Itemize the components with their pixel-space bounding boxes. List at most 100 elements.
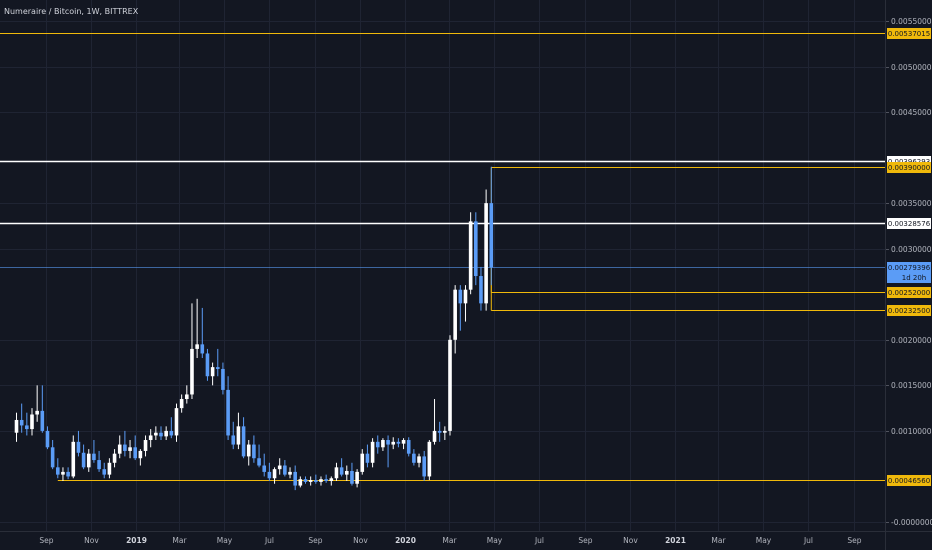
candle-body [138, 450, 143, 459]
candle-body [303, 479, 308, 482]
x-tick-label: Mar [442, 536, 457, 545]
candle-body [40, 410, 45, 431]
x-tick-label: 2020 [395, 536, 416, 545]
level-price-tag [887, 218, 931, 229]
candle-body [215, 367, 220, 369]
candle-body [432, 430, 437, 442]
candle-body [355, 471, 359, 484]
candle-body [92, 453, 96, 461]
candle-body [205, 353, 210, 377]
candle-body [148, 435, 153, 441]
y-tick-label: 0.00350000 [891, 199, 932, 208]
candle-body [293, 471, 297, 486]
candle-body [489, 203, 494, 268]
candle-body [479, 276, 483, 304]
candle-body [334, 467, 339, 479]
candle-body [117, 444, 122, 454]
x-tick-label: May [487, 536, 503, 545]
candle-body [169, 430, 174, 436]
candle-body [190, 348, 194, 395]
level-price-tag [887, 475, 931, 486]
candle-body [107, 462, 112, 475]
candle-body [241, 426, 246, 457]
candle-body [448, 339, 452, 431]
candle-body [401, 440, 406, 444]
candle-body [283, 465, 287, 475]
candle-body [221, 368, 225, 390]
candle-body [45, 430, 50, 448]
candle-body [396, 441, 401, 444]
y-tick-label: 0.00100000 [891, 427, 932, 436]
candle-body [267, 471, 272, 479]
candle-body [417, 456, 421, 463]
candle-body [123, 444, 127, 451]
level-price-tag [887, 28, 931, 39]
candle-body [81, 452, 86, 468]
level-price-tag [887, 162, 931, 173]
candle-body [412, 453, 416, 463]
candle-body [76, 441, 81, 453]
y-tick-label: -0.00000000 [891, 518, 932, 527]
candle-body [35, 410, 39, 415]
x-tick-label: Nov [353, 536, 368, 545]
x-tick-label: Jul [264, 536, 274, 545]
candle-body [406, 440, 411, 454]
candle-body [236, 426, 241, 445]
candle-body [344, 470, 349, 475]
last-price-label: 0.00279396 [888, 264, 931, 272]
candle-body [128, 447, 132, 451]
y-tick-label: 0.00550000 [891, 17, 932, 26]
chart-title: Numeraire / Bitcoin, 1W, BITTREX [4, 7, 139, 16]
candle-body [185, 394, 189, 400]
candle-body [370, 441, 375, 463]
x-tick-label: Mar [172, 536, 187, 545]
candle-body [61, 471, 65, 475]
candle-body [360, 453, 365, 472]
candle-body [174, 408, 179, 436]
bar-countdown-label: 1d 20h [902, 274, 926, 282]
x-tick-label: May [217, 536, 233, 545]
candle-body [350, 470, 354, 484]
candle-body [308, 480, 313, 482]
level-price-tag-label: 0.00537015 [888, 30, 930, 38]
candle-body [112, 453, 117, 463]
y-tick-label: 0.00150000 [891, 381, 932, 390]
candle-body [298, 479, 303, 486]
candle-body [314, 480, 318, 482]
x-tick-label: Mar [711, 536, 726, 545]
candle-body [66, 471, 70, 477]
x-tick-label: Jul [534, 536, 544, 545]
candle-body [143, 440, 148, 451]
x-tick-label: Sep [308, 536, 322, 545]
candle-body [71, 441, 76, 477]
candles [14, 166, 494, 491]
x-tick-label: 2021 [665, 536, 686, 545]
x-tick-label: Sep [578, 536, 592, 545]
candle-body [55, 467, 60, 475]
level-price-tag-label: 0.00328576 [888, 220, 931, 228]
y-tick-label: 0.00450000 [891, 108, 932, 117]
candle-body [375, 441, 380, 448]
level-price-tag [887, 156, 931, 167]
level-price-tag-label: 0.00390000 [888, 164, 930, 172]
x-tick-label: Sep [847, 536, 861, 545]
candle-body [272, 469, 277, 479]
candle-body [133, 447, 138, 459]
grid-lines [0, 0, 885, 531]
candle-body [14, 419, 19, 433]
candle-body [386, 440, 390, 445]
candle-body [288, 471, 292, 475]
horizontal-levels [0, 32, 885, 482]
x-tick-label: Nov [84, 536, 99, 545]
level-price-tag [887, 287, 931, 298]
price-tags: 0.005370150.003962930.003900000.00328576… [887, 28, 931, 486]
candle-body [195, 344, 199, 349]
candle-body [25, 425, 29, 430]
candle-body [458, 289, 463, 304]
candle-body [381, 440, 385, 448]
price-axis[interactable]: 0.00550000 0.00500000 0.00450000 0.00350000… [886, 17, 932, 527]
candle-body [86, 453, 91, 468]
time-axis[interactable]: Sep Nov 2019 Mar May Jul Sep Nov 2020 Mar May Jul Se… [39, 536, 861, 545]
